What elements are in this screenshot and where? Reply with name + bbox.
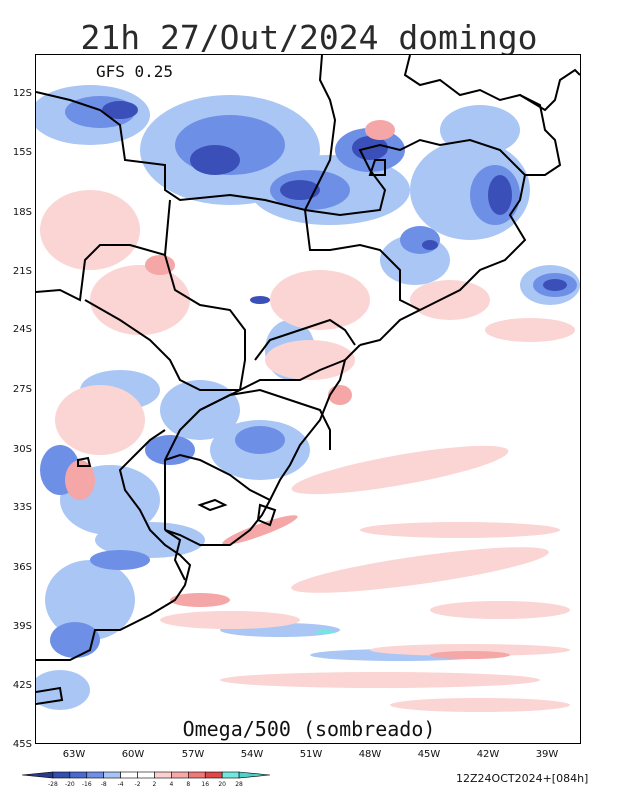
colorbar-tick-label: -4 bbox=[117, 781, 124, 788]
colorbar-tick-label: 4 bbox=[169, 781, 174, 788]
omega-negative-strong bbox=[102, 101, 567, 304]
colorbar-tick-label: 28 bbox=[235, 781, 243, 788]
colorbar-tick-label: -16 bbox=[81, 781, 92, 788]
colorbar-tick-label: 16 bbox=[201, 781, 210, 788]
lat-label-45s: 45S bbox=[12, 739, 32, 750]
colorbar-tick-label: -20 bbox=[64, 781, 75, 788]
omega-shading bbox=[36, 55, 580, 712]
lon-label-63w: 63W bbox=[62, 749, 86, 760]
omega-positive-extreme bbox=[315, 630, 335, 634]
lon-label-45w: 45W bbox=[417, 749, 441, 760]
lon-label-60w: 60W bbox=[121, 749, 145, 760]
map-title: 21h 27/Out/2024 domingo bbox=[80, 18, 538, 57]
colorbar-tick-label: -28 bbox=[48, 781, 58, 788]
lat-label-42s: 42S bbox=[12, 680, 32, 691]
lat-label-39s: 39S bbox=[12, 621, 32, 632]
colorbar-tick-label: -8 bbox=[100, 781, 107, 788]
lon-label-42w: 42W bbox=[476, 749, 500, 760]
lat-label-24s: 24S bbox=[12, 324, 32, 335]
lat-label-21s: 21S bbox=[12, 266, 32, 277]
lon-label-57w: 57W bbox=[181, 749, 205, 760]
field-label: Omega/500 (sombreado) bbox=[182, 717, 436, 741]
colorbar-tick-label: 20 bbox=[218, 781, 226, 788]
colorbar-tick-label: -2 bbox=[134, 781, 141, 788]
lat-label-15s: 15S bbox=[12, 147, 32, 158]
lat-label-30s: 30S bbox=[12, 444, 32, 455]
colorbar-tick-label: 8 bbox=[186, 781, 191, 788]
lon-label-39w: 39W bbox=[535, 749, 559, 760]
lat-label-33s: 33S bbox=[12, 502, 32, 513]
lon-label-48w: 48W bbox=[358, 749, 382, 760]
political-boundaries bbox=[36, 55, 580, 705]
lon-label-51w: 51W bbox=[299, 749, 323, 760]
lat-label-27s: 27S bbox=[12, 384, 32, 395]
model-label: GFS 0.25 bbox=[96, 62, 174, 81]
omega-positive-light bbox=[40, 190, 575, 712]
lat-label-18s: 18S bbox=[12, 207, 32, 218]
lat-label-36s: 36S bbox=[12, 562, 32, 573]
lat-label-12s: 12S bbox=[12, 88, 32, 99]
run-label: 12Z24OCT2024+[084h] bbox=[456, 772, 589, 785]
colorbar-tick-label: 2 bbox=[152, 781, 157, 788]
lon-label-54w: 54W bbox=[240, 749, 264, 760]
